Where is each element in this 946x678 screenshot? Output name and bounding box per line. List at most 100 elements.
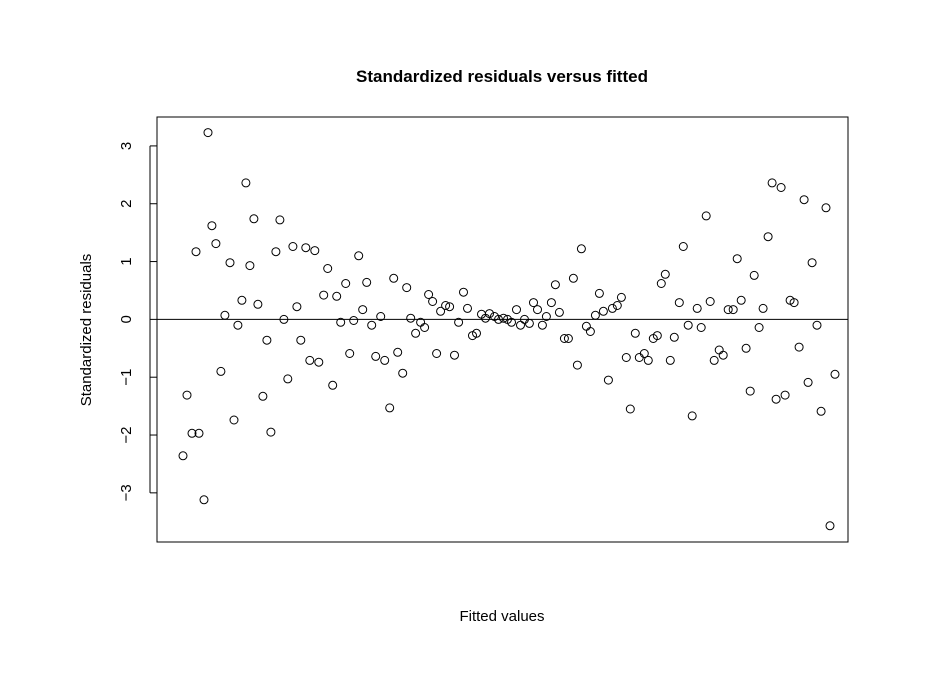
data-point: [380, 355, 390, 365]
data-point: [454, 317, 464, 327]
data-point: [194, 428, 204, 438]
data-point: [598, 306, 608, 316]
data-point: [767, 178, 777, 188]
data-point: [262, 335, 272, 345]
y-tick-label: 0: [118, 315, 135, 323]
data-point: [301, 243, 311, 253]
data-point: [728, 305, 738, 315]
data-point: [669, 332, 679, 342]
data-point: [376, 312, 386, 321]
data-point: [723, 305, 733, 315]
data-point: [630, 328, 640, 338]
data-point: [279, 314, 289, 324]
data-point: [789, 298, 799, 308]
data-point: [825, 521, 835, 531]
data-point: [389, 273, 399, 283]
data-point: [398, 368, 408, 378]
data-point: [283, 374, 293, 384]
data-point: [362, 277, 372, 287]
data-point: [436, 306, 446, 316]
data-point: [732, 254, 742, 264]
data-point: [652, 331, 662, 341]
data-point: [237, 295, 247, 305]
data-point: [524, 318, 534, 328]
data-point: [371, 351, 381, 361]
data-point: [445, 302, 455, 312]
data-point: [803, 377, 813, 387]
data-point: [450, 350, 459, 360]
data-point: [428, 297, 438, 306]
data-point: [367, 320, 377, 330]
data-point: [182, 390, 192, 400]
data-point: [385, 403, 395, 413]
data-point: [563, 334, 573, 343]
data-point: [705, 297, 715, 306]
data-point: [625, 404, 635, 414]
data-point: [253, 299, 263, 309]
data-point: [607, 303, 617, 313]
data-point: [656, 279, 666, 288]
data-point: [266, 427, 276, 437]
data-point: [546, 298, 556, 308]
data-point: [541, 312, 551, 321]
data-point: [328, 380, 338, 390]
data-point: [345, 349, 355, 358]
y-tick-label: −1: [118, 369, 135, 386]
data-point: [683, 320, 693, 330]
data-point: [754, 323, 764, 332]
data-point: [245, 261, 255, 271]
data-point: [537, 320, 547, 330]
data-point: [634, 353, 644, 362]
data-point: [288, 242, 298, 251]
data-point: [241, 178, 251, 188]
data-point: [572, 360, 582, 370]
data-point: [420, 323, 430, 332]
data-point: [296, 335, 306, 345]
data-point: [225, 258, 235, 268]
data-point: [660, 269, 670, 279]
data-point: [696, 323, 706, 332]
data-point: [758, 303, 768, 313]
data-point: [701, 211, 711, 221]
data-point: [581, 321, 591, 331]
data-point: [354, 251, 364, 261]
data-point: [499, 313, 508, 323]
data-point: [807, 258, 817, 268]
data-point: [207, 221, 217, 231]
data-point: [314, 357, 324, 367]
data-point: [507, 317, 516, 327]
data-point: [799, 195, 809, 205]
data-point: [323, 264, 333, 273]
data-point: [229, 415, 239, 425]
y-axis-label: Standardized residuals: [78, 254, 95, 407]
data-point: [319, 290, 329, 300]
data-point: [275, 215, 285, 225]
data-point: [771, 394, 781, 404]
data-point: [402, 283, 412, 293]
data-point: [678, 242, 688, 251]
data-point: [349, 316, 359, 325]
data-point: [533, 305, 542, 315]
data-point: [332, 291, 342, 301]
y-tick-label: 1: [118, 257, 135, 265]
data-point: [616, 292, 626, 302]
data-point: [459, 287, 468, 297]
data-point: [692, 303, 702, 313]
data-point: [424, 290, 434, 299]
data-point: [821, 203, 831, 213]
data-point: [621, 353, 631, 362]
data-point: [220, 310, 230, 320]
data-point: [516, 320, 525, 330]
data-point: [749, 270, 759, 280]
data-point: [494, 314, 503, 324]
data-point: [816, 406, 826, 416]
data-point: [472, 328, 481, 338]
data-point: [485, 309, 494, 319]
data-point: [305, 355, 315, 365]
data-point: [585, 327, 595, 336]
y-axis: −3 −2 −1 0 1 2 3: [118, 142, 157, 501]
data-point: [178, 451, 188, 461]
y-tick-label: −2: [118, 426, 135, 443]
data-point: [463, 303, 472, 313]
